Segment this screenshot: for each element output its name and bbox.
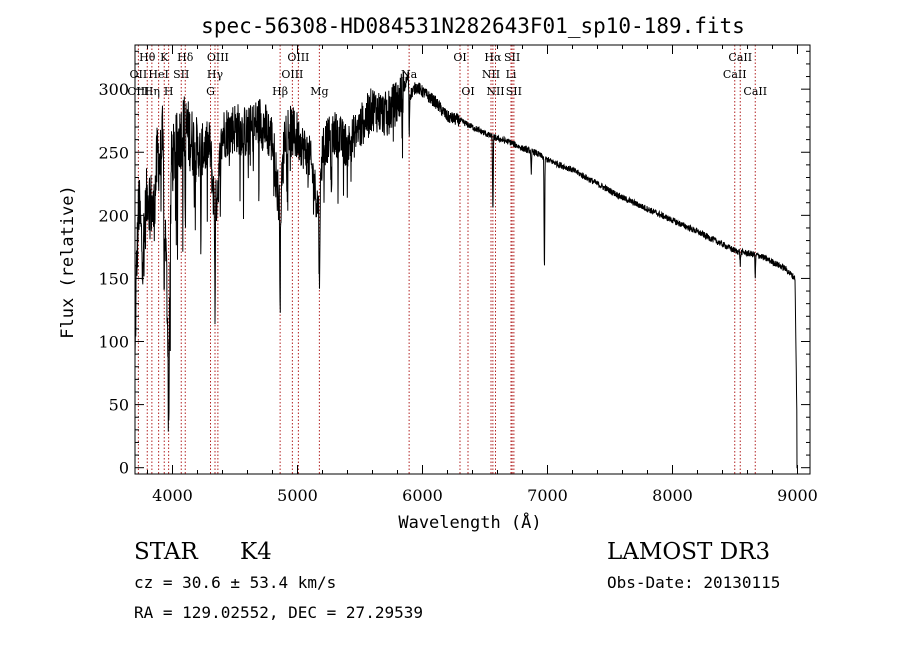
- line-marker-label: Hβ: [272, 85, 288, 98]
- line-markers: [137, 45, 756, 474]
- line-marker-label: Na: [401, 68, 418, 81]
- line-marker-label: Li: [506, 68, 517, 81]
- line-marker-label: NII: [482, 68, 500, 81]
- spectrum-series: [134, 71, 798, 469]
- y-tick-label: 50: [109, 396, 129, 415]
- x-tick-labels: 4000 5000 6000 7000 8000 9000: [152, 486, 818, 505]
- observation-date: Obs-Date: 20130115: [607, 573, 781, 592]
- line-marker-label: OIII: [287, 51, 309, 64]
- line-marker-label: OI: [453, 51, 466, 64]
- line-marker-label: OII: [130, 68, 148, 81]
- axis-ticks: [135, 45, 810, 474]
- x-tick-label: 4000: [152, 486, 193, 505]
- line-marker-label: Hθ: [139, 51, 156, 64]
- line-marker-label: CaII: [728, 51, 752, 64]
- line-marker-label: Hη: [144, 85, 160, 98]
- line-marker-label: CaII: [743, 85, 767, 98]
- line-marker-label: G: [206, 85, 215, 98]
- line-marker-label: OIII: [207, 51, 229, 64]
- chart-title: spec-56308-HD084531N282643F01_sp10-189.f…: [201, 14, 745, 38]
- line-marker-labels: Hθ OII OIII K HeI Hη H SII Hδ OIII Hγ G OIII OIII Hβ Mg…: [127, 51, 767, 98]
- line-marker-label: H: [164, 85, 174, 98]
- line-marker-label: SII: [504, 51, 520, 64]
- x-tick-label: 7000: [527, 486, 568, 505]
- line-marker-label: CaII: [723, 68, 747, 81]
- object-class: STAR: [134, 539, 198, 565]
- y-tick-label: 300: [98, 80, 129, 99]
- line-marker-label: Hα: [484, 51, 502, 64]
- spectrum-line: [134, 71, 798, 469]
- spectral-subclass: K4: [240, 539, 272, 565]
- line-marker-label: Hγ: [207, 68, 224, 81]
- line-marker-label: Hδ: [177, 51, 194, 64]
- y-tick-label: 250: [98, 143, 129, 162]
- y-axis-label: Flux (relative): [58, 185, 78, 339]
- x-tick-label: 8000: [652, 486, 693, 505]
- line-marker-label: NII: [486, 85, 504, 98]
- line-marker-label: SII: [173, 68, 189, 81]
- plot-frame: [134, 44, 811, 475]
- y-tick-label: 100: [98, 333, 129, 352]
- line-marker-label: SII: [506, 85, 522, 98]
- x-tick-label: 5000: [277, 486, 318, 505]
- line-marker-label: OIII: [281, 68, 303, 81]
- line-marker-label: OI: [461, 85, 474, 98]
- x-tick-label: 6000: [402, 486, 443, 505]
- x-tick-label: 9000: [777, 486, 818, 505]
- survey-name: LAMOST DR3: [607, 539, 771, 565]
- line-marker-label: K: [160, 51, 169, 64]
- ra-dec-coordinates: RA = 129.02552, DEC = 27.29539: [134, 603, 423, 622]
- y-tick-label: 0: [119, 459, 129, 478]
- line-marker-label: OIII: [127, 85, 149, 98]
- redshift-cz: cz = 30.6 ± 53.4 km/s: [134, 573, 337, 592]
- line-marker-label: HeI: [148, 68, 168, 81]
- y-tick-label: 150: [98, 269, 129, 288]
- line-marker-label: Mg: [310, 85, 328, 98]
- x-axis-label: Wavelength (Å): [398, 511, 541, 533]
- y-tick-label: 200: [98, 206, 129, 225]
- y-tick-labels: 0 50 100 150 200 250 300: [98, 80, 129, 478]
